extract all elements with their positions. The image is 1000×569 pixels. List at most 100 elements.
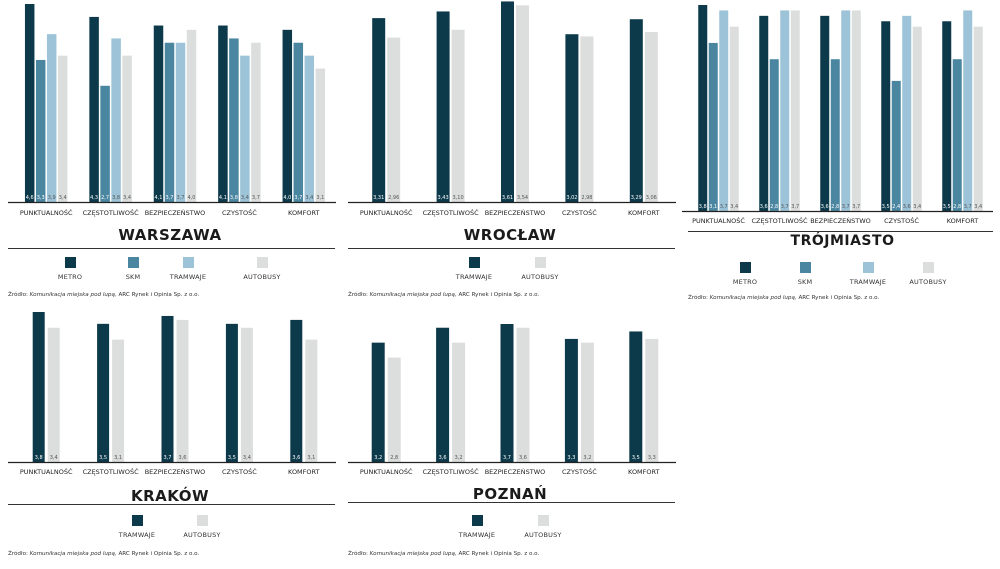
bar-autobusy-czestotliwosc [790, 10, 800, 212]
value-label: 3,7 [166, 195, 174, 201]
value-label: 3,43 [438, 195, 449, 201]
value-label: 3,7 [252, 195, 260, 201]
value-label: 3,8 [699, 204, 707, 210]
bar-autobusy-punktualnosc [387, 37, 401, 202]
bar-tramwaje-bezpieczenstwo [161, 315, 174, 462]
value-label: 3,5 [943, 204, 951, 210]
legend-label: TRAMWAJE [118, 531, 156, 539]
bar-autobusy-komfort [973, 26, 983, 212]
title-underline [8, 504, 335, 505]
value-label: 3,3 [648, 455, 656, 461]
chart-title: POZNAŃ [472, 485, 548, 503]
bar-tramwaje-czestotliwosc [111, 38, 121, 202]
value-label: 3,29 [631, 195, 642, 201]
legend-item-tramwaje: TRAMWAJE [102, 515, 172, 539]
value-label: 2,8 [953, 204, 961, 210]
bar-tramwaje-komfort [629, 331, 643, 462]
title-underline [688, 231, 993, 232]
bar-autobusy-punktualnosc [47, 327, 60, 462]
category-label: BEZPIECZEŃSTWO [485, 467, 546, 476]
category-label: PUNKTUALNOŚĆ [20, 467, 73, 476]
category-label: CZĘSTOTLIWOŚĆ [83, 467, 139, 476]
value-label: 3,1 [114, 455, 122, 461]
legend-item-autobusy: AUTOBUSY [505, 257, 575, 281]
chart-legend: METRO SKM TRAMWAJE AUTOBUSY [0, 257, 340, 287]
value-label: 2,98 [581, 195, 592, 201]
bar-metro-czystosc [218, 25, 228, 202]
bar-tramwaje-czestotliwosc [97, 323, 110, 462]
bar-metro-punktualnosc [698, 5, 708, 211]
chart-panel-warszawa: 4,6 3,3 3,9 3,4 PUNKTUALNOŚĆ 4,3 2,7 3,8 3,4 CZĘS… [0, 0, 340, 305]
category-label: BEZPIECZEŃSTWO [810, 216, 871, 225]
source-note: Źródło: Komunikacja miejska pod lupą, AR… [348, 551, 540, 557]
value-label: 3,7 [720, 204, 728, 210]
bar-autobusy-bezpieczenstwo [176, 319, 189, 462]
bar-autobusy-punktualnosc [387, 357, 401, 462]
value-label: 3,10 [453, 195, 464, 201]
bar-autobusy-komfort [645, 338, 659, 462]
value-label: 3,4 [305, 195, 313, 201]
value-label: 3,9 [48, 195, 56, 201]
legend-label: AUTOBUSY [521, 273, 559, 281]
bar-metro-bezpieczenstwo [820, 15, 830, 212]
value-label: 3,7 [503, 455, 511, 461]
bar-autobusy-czystosc [580, 342, 594, 462]
chart-panel-poznan: 3,2 2,8 PUNKTUALNOŚĆ 3,6 3,2 CZĘSTOTLIWOŚĆ 3,7… [340, 305, 680, 569]
bar-tramwaje-punktualnosc [371, 342, 385, 462]
value-label: 2,8 [390, 455, 398, 461]
title-underline [8, 248, 335, 249]
bar-skm-bezpieczenstwo [164, 42, 175, 202]
value-label: 3,5 [228, 455, 236, 461]
value-label: 3,6 [821, 204, 829, 210]
bar-tramwaje-komfort [290, 319, 303, 462]
value-label: 4,0 [283, 195, 291, 201]
value-label: 4,1 [219, 195, 227, 201]
value-label: 3,3 [37, 195, 45, 201]
legend-swatch [922, 262, 934, 273]
bar-chart-wroclaw: 3,31 2,96 PUNKTUALNOŚĆ 3,43 3,10 CZĘSTOTLIWOŚ… [348, 1, 676, 217]
chart-title: WROCŁAW [463, 226, 557, 244]
legend-item-metro: METRO [35, 257, 105, 281]
legend-swatch [862, 262, 874, 273]
value-label: 4,6 [26, 195, 34, 201]
source-note: Źródło: Komunikacja miejska pod lupą, AR… [348, 292, 540, 298]
value-label: 2,8 [770, 204, 778, 210]
chart-panel-trojmiasto: 3,8 3,1 3,7 3,4 PUNKTUALNOŚĆ 3,6 2,8 3,7 3,7 CZĘS… [682, 0, 1000, 305]
category-label: CZĘSTOTLIWOŚĆ [423, 467, 479, 476]
legend-swatch [196, 515, 208, 526]
legend-label: SKM [797, 278, 813, 286]
bar-autobusy-bezpieczenstwo [516, 5, 529, 203]
legend-label: METRO [57, 273, 83, 281]
legend-swatch [468, 257, 480, 268]
chart-title: WARSZAWA [118, 226, 222, 244]
legend-label: AUTOBUSY [524, 531, 562, 539]
value-label: 3,5 [99, 455, 107, 461]
bar-autobusy-bezpieczenstwo [851, 10, 861, 212]
category-label: KOMFORT [947, 217, 979, 225]
bar-autobusy-komfort [305, 339, 318, 462]
legend-label: TRAMWAJE [455, 273, 493, 281]
bar-autobusy-czystosc [240, 327, 253, 462]
bar-tramwaje-punktualnosc [32, 312, 45, 462]
bar-autobusy-komfort [315, 68, 326, 202]
value-label: 3,4 [730, 204, 738, 210]
legend-swatch [182, 257, 194, 268]
legend-swatch [256, 257, 268, 268]
bar-tramwaje-czystosc [564, 338, 578, 462]
bar-tramwaje-czystosc [240, 55, 250, 202]
value-label: 3,4 [243, 455, 251, 461]
bar-tramwaje-czystosc [565, 34, 579, 202]
value-label: 3,02 [566, 195, 577, 201]
bar-autobusy-czestotliwosc [122, 55, 132, 202]
legend-swatch [534, 257, 546, 268]
bar-tramwaje-bezpieczenstwo [175, 42, 186, 202]
category-label: PUNKTUALNOŚĆ [360, 467, 413, 476]
bar-metro-punktualnosc [24, 4, 35, 202]
legend-swatch [799, 262, 811, 273]
value-label: 3,8 [35, 455, 43, 461]
bar-autobusy-komfort [644, 32, 658, 202]
bar-skm-czystosc [891, 80, 901, 211]
legend-item-autobusy: AUTOBUSY [893, 262, 963, 286]
value-label: 3,1 [307, 455, 315, 461]
bar-tramwaje-czystosc [902, 15, 912, 212]
